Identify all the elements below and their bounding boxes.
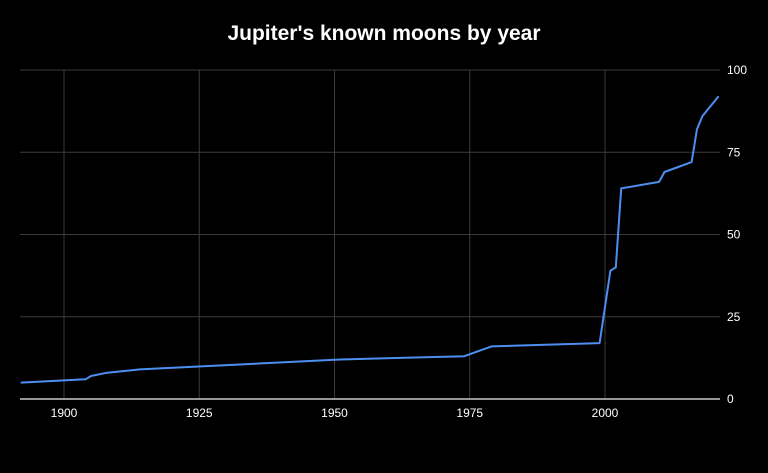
y-tick-label: 100 bbox=[727, 63, 747, 77]
y-axis-labels: 0 25 50 75 100 bbox=[727, 63, 747, 406]
x-tick-label: 1950 bbox=[321, 406, 348, 420]
y-tick-label: 50 bbox=[727, 228, 741, 242]
y-tick-label: 75 bbox=[727, 145, 741, 159]
x-tick-label: 2000 bbox=[592, 406, 619, 420]
x-tick-label: 1900 bbox=[51, 406, 78, 420]
x-axis-labels: 1900 1925 1950 1975 2000 bbox=[51, 406, 619, 420]
chart-title: Jupiter's known moons by year bbox=[227, 22, 541, 45]
y-tick-label: 25 bbox=[727, 310, 741, 324]
y-tick-label: 0 bbox=[727, 392, 734, 406]
x-tick-label: 1925 bbox=[186, 406, 213, 420]
x-tick-label: 1975 bbox=[456, 406, 483, 420]
gridlines bbox=[20, 69, 720, 399]
series-line-known-moons bbox=[20, 95, 720, 384]
